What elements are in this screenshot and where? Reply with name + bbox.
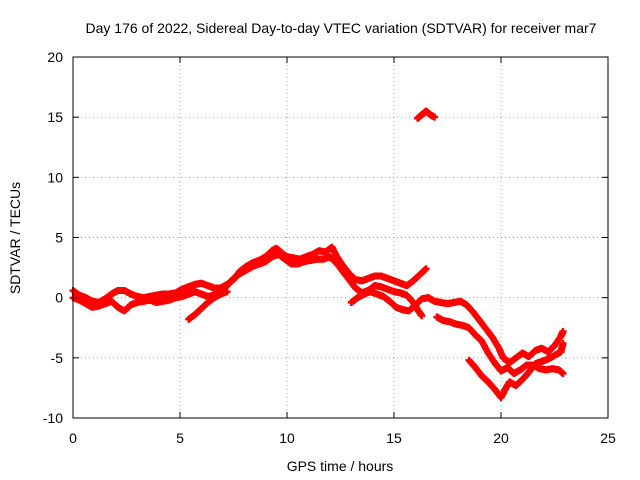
data-point	[418, 312, 426, 320]
y-tick-label: 5	[55, 230, 63, 246]
x-tick-label: 20	[493, 430, 509, 446]
data-points	[69, 107, 567, 402]
series-track-d	[347, 288, 567, 367]
y-tick-label: 20	[47, 49, 63, 65]
series-track-g	[414, 107, 439, 122]
data-point	[559, 327, 567, 335]
series-track-c	[185, 288, 231, 323]
data-point	[559, 369, 567, 377]
y-axis-title: SDTVAR / TECUs	[7, 182, 23, 294]
y-tick-label: -5	[51, 350, 64, 366]
data-point	[431, 113, 439, 121]
y-tick-label: 0	[55, 290, 63, 306]
axis-ticks	[72, 56, 609, 419]
data-point	[559, 339, 567, 347]
x-tick-label: 25	[600, 430, 616, 446]
data-point	[223, 288, 231, 296]
series-track-f	[465, 339, 567, 402]
x-axis-title: GPS time / hours	[287, 458, 394, 474]
x-tick-label: 10	[279, 430, 295, 446]
y-tick-label: 10	[47, 169, 63, 185]
chart-title: Day 176 of 2022, Sidereal Day-to-day VTE…	[86, 20, 597, 36]
x-tick-label: 0	[69, 430, 77, 446]
data-point	[422, 265, 430, 273]
x-tick-label: 15	[386, 430, 402, 446]
series-track-b	[69, 250, 426, 320]
y-tick-label: -10	[43, 410, 63, 426]
y-tick-label: 15	[47, 109, 63, 125]
y-tick-labels: -10 -5 0 5 10 15 20	[43, 49, 63, 426]
x-tick-labels: 0 5 10 15 20 25	[69, 430, 616, 446]
x-tick-label: 5	[176, 430, 184, 446]
